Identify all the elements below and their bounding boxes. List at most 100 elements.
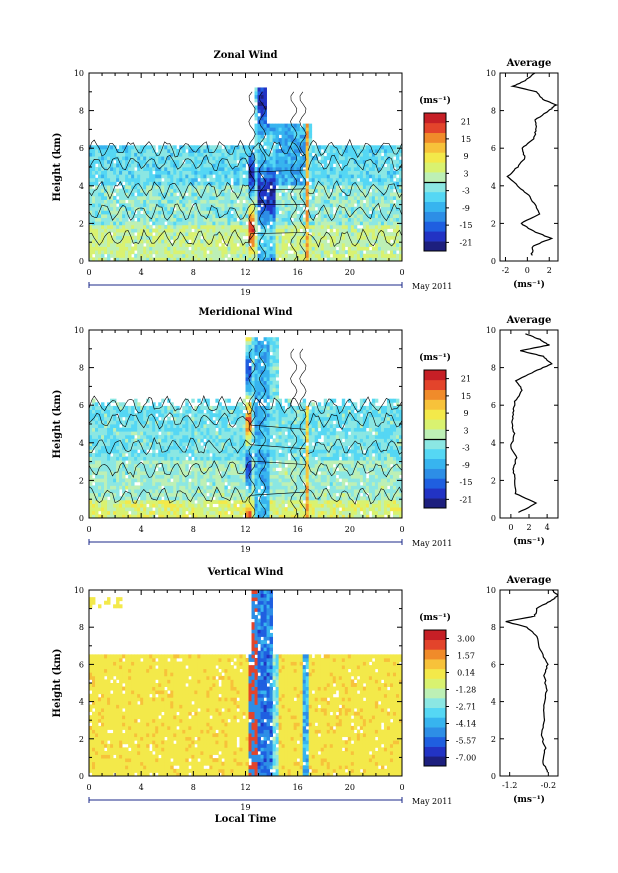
heatmap-cell bbox=[107, 442, 111, 447]
heatmap-cell bbox=[143, 228, 147, 233]
heatmap-cell bbox=[152, 199, 156, 204]
heatmap-cell bbox=[230, 221, 234, 226]
heatmap-cell bbox=[107, 471, 111, 476]
heatmap-cell bbox=[110, 398, 114, 403]
heatmap-cell bbox=[179, 257, 183, 262]
heatmap-cell bbox=[338, 221, 343, 226]
heatmap-cell bbox=[200, 416, 204, 421]
heatmap-cell bbox=[188, 152, 192, 157]
heatmap-cell bbox=[374, 159, 379, 164]
heatmap-cell bbox=[164, 253, 168, 258]
heatmap-cell bbox=[185, 463, 189, 468]
heatmap-cell bbox=[350, 217, 355, 222]
heatmap-cell bbox=[365, 170, 370, 175]
heatmap-cell bbox=[119, 434, 123, 439]
heatmap-cell bbox=[311, 232, 316, 237]
heatmap-cell bbox=[113, 221, 117, 226]
heatmap-cell bbox=[236, 452, 240, 457]
heatmap-cell bbox=[191, 496, 195, 501]
heatmap-cell bbox=[182, 420, 186, 425]
heatmap-cell bbox=[359, 148, 364, 153]
heatmap-cell bbox=[89, 507, 93, 512]
heatmap-cell bbox=[95, 235, 99, 240]
heatmap-cell bbox=[350, 199, 355, 204]
heatmap-cell bbox=[218, 239, 222, 244]
heatmap-cell bbox=[164, 199, 168, 204]
heatmap-cell bbox=[128, 221, 132, 226]
heatmap-cell bbox=[149, 250, 153, 255]
heatmap-cell bbox=[347, 239, 352, 244]
heatmap-cell bbox=[233, 481, 237, 486]
heatmap-cell bbox=[392, 195, 397, 200]
heatmap-cell bbox=[155, 199, 159, 204]
heatmap-cell bbox=[341, 228, 346, 233]
heatmap-cell bbox=[284, 177, 289, 182]
heatmap-cell bbox=[254, 192, 258, 197]
heatmap-cell bbox=[362, 246, 367, 251]
heatmap-cell bbox=[110, 431, 114, 436]
heatmap-cell bbox=[149, 167, 153, 172]
heatmap-cell bbox=[104, 507, 108, 512]
heatmap-cell bbox=[281, 253, 286, 258]
heatmap-cell bbox=[344, 156, 349, 161]
heatmap-cell bbox=[308, 250, 313, 255]
heatmap-cell bbox=[374, 199, 379, 204]
heatmap-cell bbox=[200, 463, 204, 468]
heatmap-cell bbox=[155, 239, 159, 244]
heatmap-cell bbox=[218, 420, 222, 425]
heatmap-cell bbox=[260, 148, 264, 153]
heatmap-cell bbox=[287, 138, 292, 143]
heatmap-cell bbox=[158, 156, 162, 161]
heatmap-cell bbox=[152, 503, 156, 508]
heatmap-cell bbox=[359, 195, 364, 200]
heatmap-cell bbox=[116, 467, 120, 472]
heatmap-cell bbox=[140, 431, 144, 436]
heatmap-cell bbox=[206, 489, 210, 494]
heatmap-cell bbox=[203, 246, 207, 251]
heatmap-cell bbox=[341, 239, 346, 244]
heatmap-cell bbox=[173, 481, 177, 486]
heatmap-cell bbox=[374, 235, 379, 240]
heatmap-cell bbox=[281, 152, 286, 157]
heatmap-cell bbox=[185, 253, 189, 258]
heatmap-cell bbox=[128, 492, 132, 497]
colorbar-tick-label: -21 bbox=[460, 238, 473, 247]
heatmap-cell bbox=[101, 514, 105, 519]
colorbar-tick-label: 9 bbox=[463, 152, 468, 161]
heatmap-cell bbox=[179, 424, 183, 429]
heatmap-cell bbox=[227, 424, 231, 429]
heatmap-cell bbox=[239, 177, 243, 182]
heatmap-cell bbox=[161, 420, 165, 425]
heatmap-cell bbox=[98, 152, 102, 157]
colorbar-tick-label: 21 bbox=[461, 118, 471, 127]
heatmap-cell bbox=[287, 217, 292, 222]
heatmap-cell bbox=[158, 485, 162, 490]
heatmap-cell bbox=[128, 456, 132, 461]
heatmap-cell bbox=[383, 195, 388, 200]
heatmap-cell bbox=[212, 195, 216, 200]
heatmap-cell bbox=[152, 206, 156, 211]
heatmap-cell bbox=[281, 141, 286, 146]
heatmap-cell bbox=[113, 409, 117, 414]
heatmap-cell bbox=[320, 177, 325, 182]
heatmap-cell bbox=[224, 492, 228, 497]
heatmap-cell bbox=[113, 474, 117, 479]
heatmap-cell bbox=[143, 145, 147, 150]
heatmap-cell bbox=[149, 217, 153, 222]
heatmap-cell bbox=[275, 253, 280, 258]
heatmap-cell bbox=[380, 232, 385, 237]
heatmap-cell bbox=[314, 224, 319, 229]
heatmap-cell bbox=[383, 185, 388, 190]
heatmap-cell bbox=[251, 163, 255, 168]
heatmap-cell bbox=[224, 460, 228, 465]
heatmap-cell bbox=[212, 442, 216, 447]
heatmap-cell bbox=[161, 434, 165, 439]
heatmap-cell bbox=[347, 156, 352, 161]
heatmap-cell bbox=[107, 235, 111, 240]
heatmap-cell bbox=[356, 206, 361, 211]
heatmap-cell bbox=[95, 427, 99, 432]
heatmap-cell bbox=[227, 413, 231, 418]
heatmap-cell bbox=[191, 199, 195, 204]
heatmap-cell bbox=[350, 174, 355, 179]
heatmap-cell bbox=[182, 192, 186, 197]
